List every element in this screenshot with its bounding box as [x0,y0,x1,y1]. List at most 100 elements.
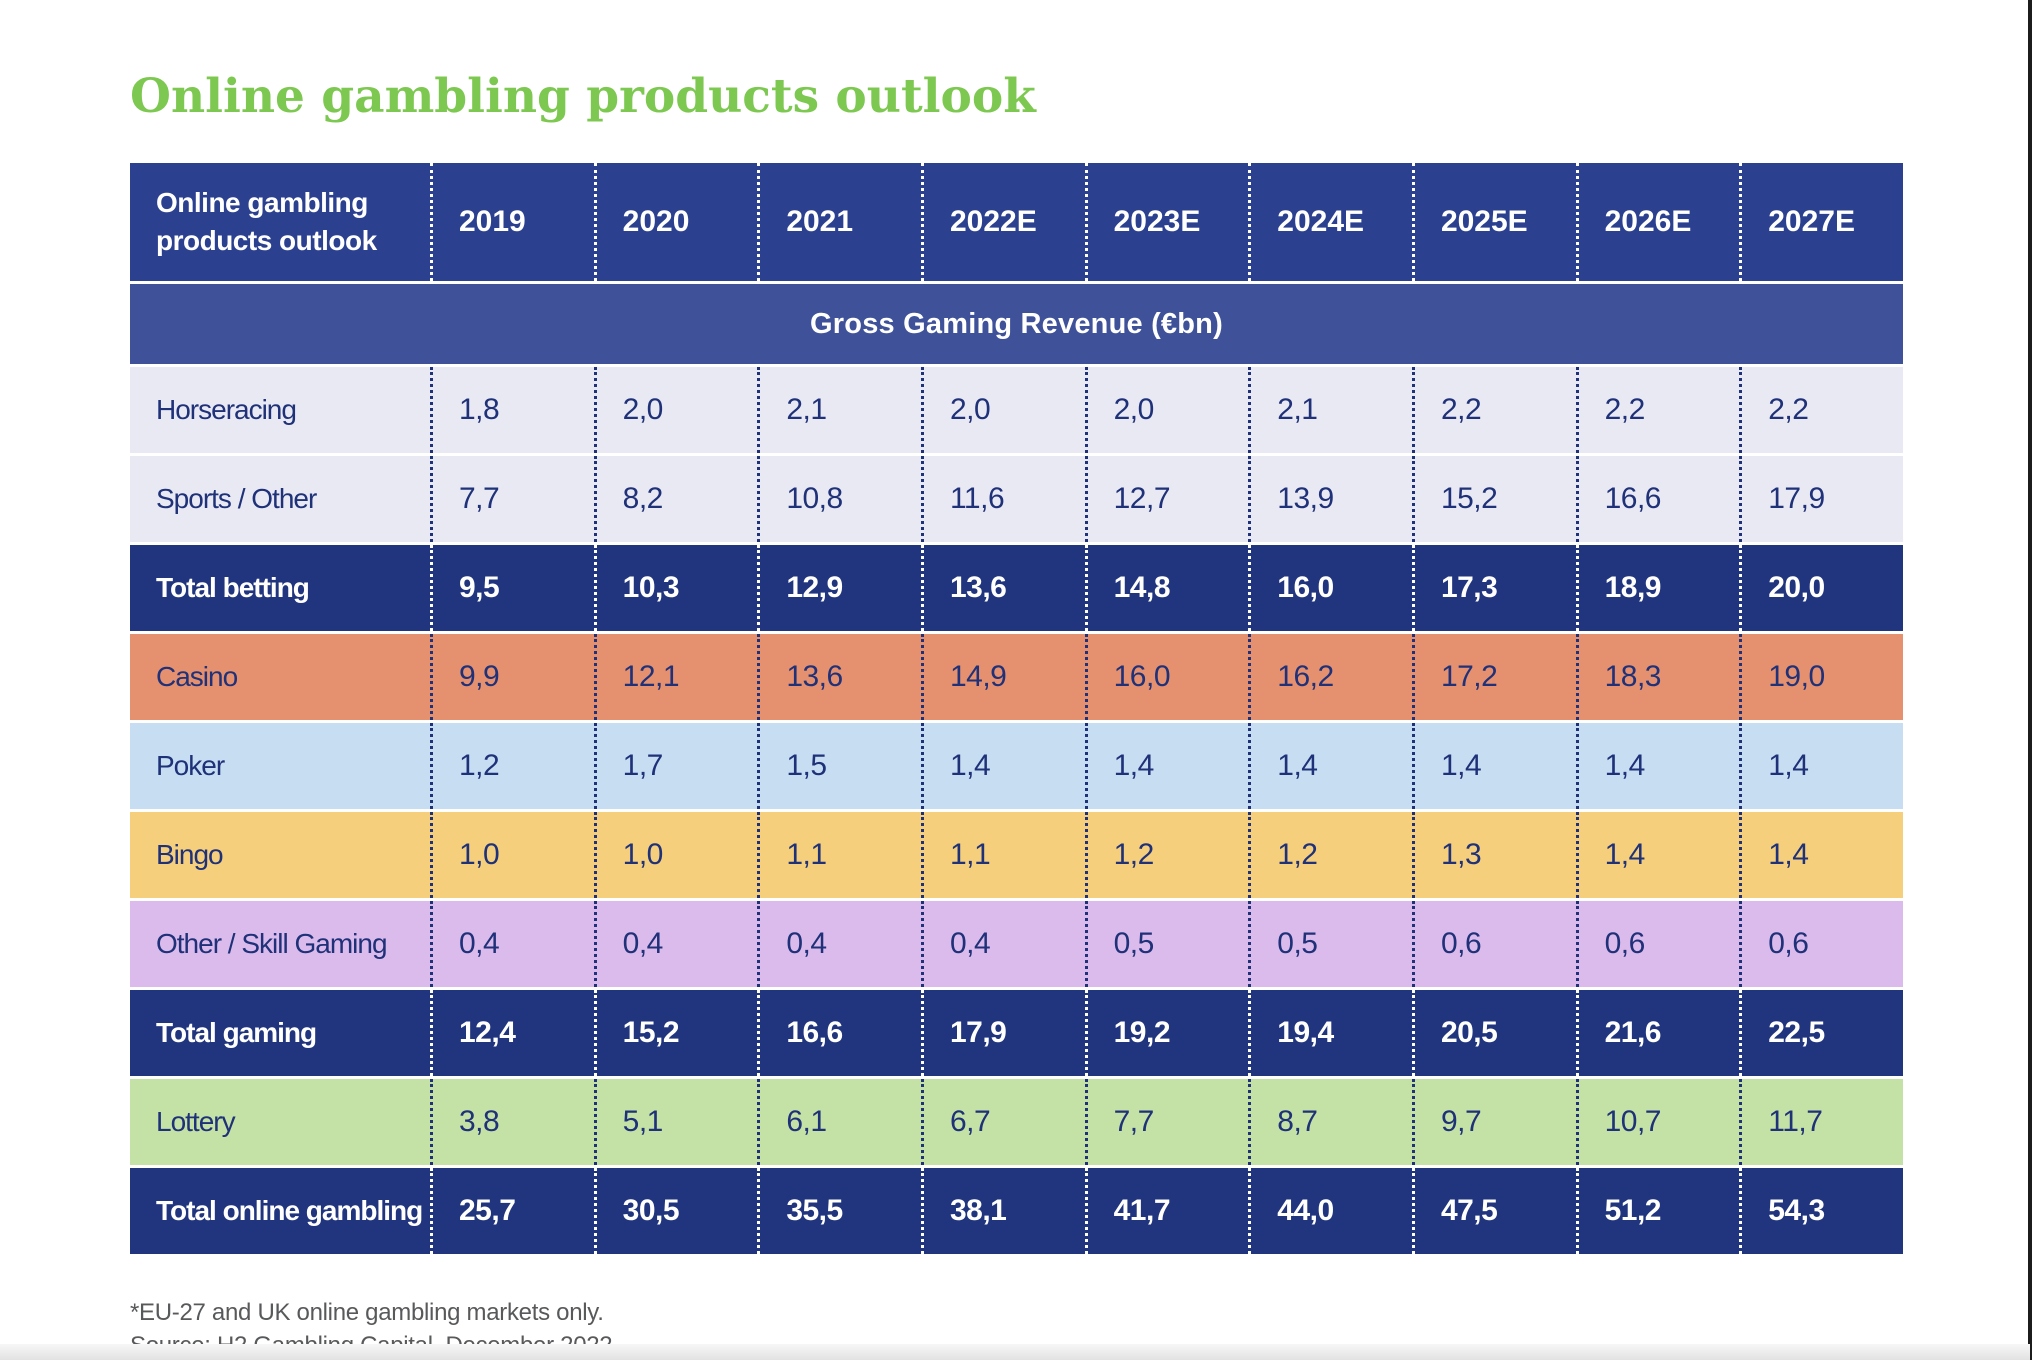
row-label: Other / Skill Gaming [130,901,430,987]
value-cell: 0,6 [1411,901,1576,987]
table-row: Poker 1,2 1,7 1,5 1,4 1,4 1,4 1,4 1,4 1,4 [130,723,1903,809]
value-cell: 8,7 [1248,1079,1412,1165]
value-cell: 5,1 [593,1079,758,1165]
value-cell: 14,8 [1084,545,1249,631]
value-cell: 1,4 [1084,723,1249,809]
value-cell: 12,1 [593,634,758,720]
outlook-table-container: Online gambling products outlook 2019 202… [130,160,1903,1257]
outlook-table: Online gambling products outlook 2019 202… [130,160,1903,1257]
value-cell: 16,0 [1084,634,1249,720]
value-cell: 2,1 [1248,367,1412,453]
page-title: Online gambling products outlook [130,69,1036,125]
value-cell: 13,6 [920,545,1085,631]
table-row: Horseracing 1,8 2,0 2,1 2,0 2,0 2,1 2,2 2,2 2,2 [130,367,1903,453]
value-cell: 47,5 [1411,1168,1576,1254]
table-row: Other / Skill Gaming 0,4 0,4 0,4 0,4 0,5 0,5 0,… [130,901,1903,987]
value-cell: 9,5 [430,545,594,631]
value-cell: 15,2 [1411,456,1576,542]
value-cell: 1,4 [1739,812,1903,898]
value-cell: 8,2 [593,456,758,542]
value-cell: 54,3 [1739,1168,1903,1254]
value-cell: 1,4 [920,723,1085,809]
value-cell: 1,1 [757,812,921,898]
year-header: 2027E [1739,163,1903,281]
value-cell: 1,7 [593,723,758,809]
value-cell: 1,0 [593,812,758,898]
table-header-row: Online gambling products outlook 2019 202… [130,163,1903,281]
value-cell: 0,5 [1084,901,1249,987]
table-row: Total online gambling 25,7 30,5 35,5 38,1 41,… [130,1168,1903,1254]
value-cell: 19,2 [1084,990,1249,1076]
value-cell: 14,9 [920,634,1085,720]
value-cell: 1,2 [430,723,594,809]
value-cell: 7,7 [1084,1079,1249,1165]
value-cell: 20,0 [1739,545,1903,631]
value-cell: 6,1 [757,1079,921,1165]
value-cell: 10,7 [1575,1079,1740,1165]
value-cell: 16,2 [1248,634,1412,720]
value-cell: 25,7 [430,1168,594,1254]
value-cell: 13,9 [1248,456,1412,542]
value-cell: 2,0 [593,367,758,453]
value-cell: 22,5 [1739,990,1903,1076]
value-cell: 41,7 [1084,1168,1249,1254]
value-cell: 7,7 [430,456,594,542]
value-cell: 51,2 [1575,1168,1740,1254]
value-cell: 9,7 [1411,1079,1576,1165]
value-cell: 0,4 [430,901,594,987]
value-cell: 1,4 [1575,812,1740,898]
value-cell: 17,2 [1411,634,1576,720]
year-header: 2026E [1575,163,1740,281]
value-cell: 19,4 [1248,990,1412,1076]
row-label: Sports / Other [130,456,430,542]
value-cell: 0,4 [757,901,921,987]
value-cell: 0,6 [1575,901,1740,987]
value-cell: 3,8 [430,1079,594,1165]
value-cell: 12,7 [1084,456,1249,542]
page-bottom-band [0,1344,2030,1360]
value-cell: 21,6 [1575,990,1740,1076]
value-cell: 2,2 [1411,367,1576,453]
value-cell: 1,1 [920,812,1085,898]
value-cell: 1,8 [430,367,594,453]
row-label: Lottery [130,1079,430,1165]
value-cell: 1,4 [1575,723,1740,809]
value-cell: 0,5 [1248,901,1412,987]
value-cell: 1,3 [1411,812,1576,898]
year-header: 2020 [593,163,758,281]
value-cell: 0,6 [1739,901,1903,987]
unit-band-row: Gross Gaming Revenue (€bn) [130,284,1903,364]
row-label: Total gaming [130,990,430,1076]
value-cell: 9,9 [430,634,594,720]
value-cell: 0,4 [920,901,1085,987]
value-cell: 18,9 [1575,545,1740,631]
year-header: 2021 [757,163,921,281]
value-cell: 1,0 [430,812,594,898]
value-cell: 0,4 [593,901,758,987]
value-cell: 2,0 [920,367,1085,453]
value-cell: 17,9 [920,990,1085,1076]
value-cell: 19,0 [1739,634,1903,720]
year-header: 2023E [1084,163,1249,281]
year-header: 2024E [1248,163,1412,281]
value-cell: 17,3 [1411,545,1576,631]
corner-header: Online gambling products outlook [130,163,430,281]
value-cell: 16,0 [1248,545,1412,631]
value-cell: 16,6 [1575,456,1740,542]
value-cell: 12,4 [430,990,594,1076]
window-right-border [2028,0,2032,1360]
value-cell: 44,0 [1248,1168,1412,1254]
value-cell: 10,8 [757,456,921,542]
value-cell: 2,0 [1084,367,1249,453]
table-row: Lottery 3,8 5,1 6,1 6,7 7,7 8,7 9,7 10,7 11,7 [130,1079,1903,1165]
table-row: Total gaming 12,4 15,2 16,6 17,9 19,2 19,4 20,5… [130,990,1903,1076]
value-cell: 20,5 [1411,990,1576,1076]
value-cell: 1,2 [1084,812,1249,898]
value-cell: 11,6 [920,456,1085,542]
value-cell: 2,2 [1575,367,1740,453]
value-cell: 12,9 [757,545,921,631]
table-row: Total betting 9,5 10,3 12,9 13,6 14,8 16,0 17,3… [130,545,1903,631]
table-row: Bingo 1,0 1,0 1,1 1,1 1,2 1,2 1,3 1,4 1,4 [130,812,1903,898]
value-cell: 35,5 [757,1168,921,1254]
value-cell: 2,1 [757,367,921,453]
